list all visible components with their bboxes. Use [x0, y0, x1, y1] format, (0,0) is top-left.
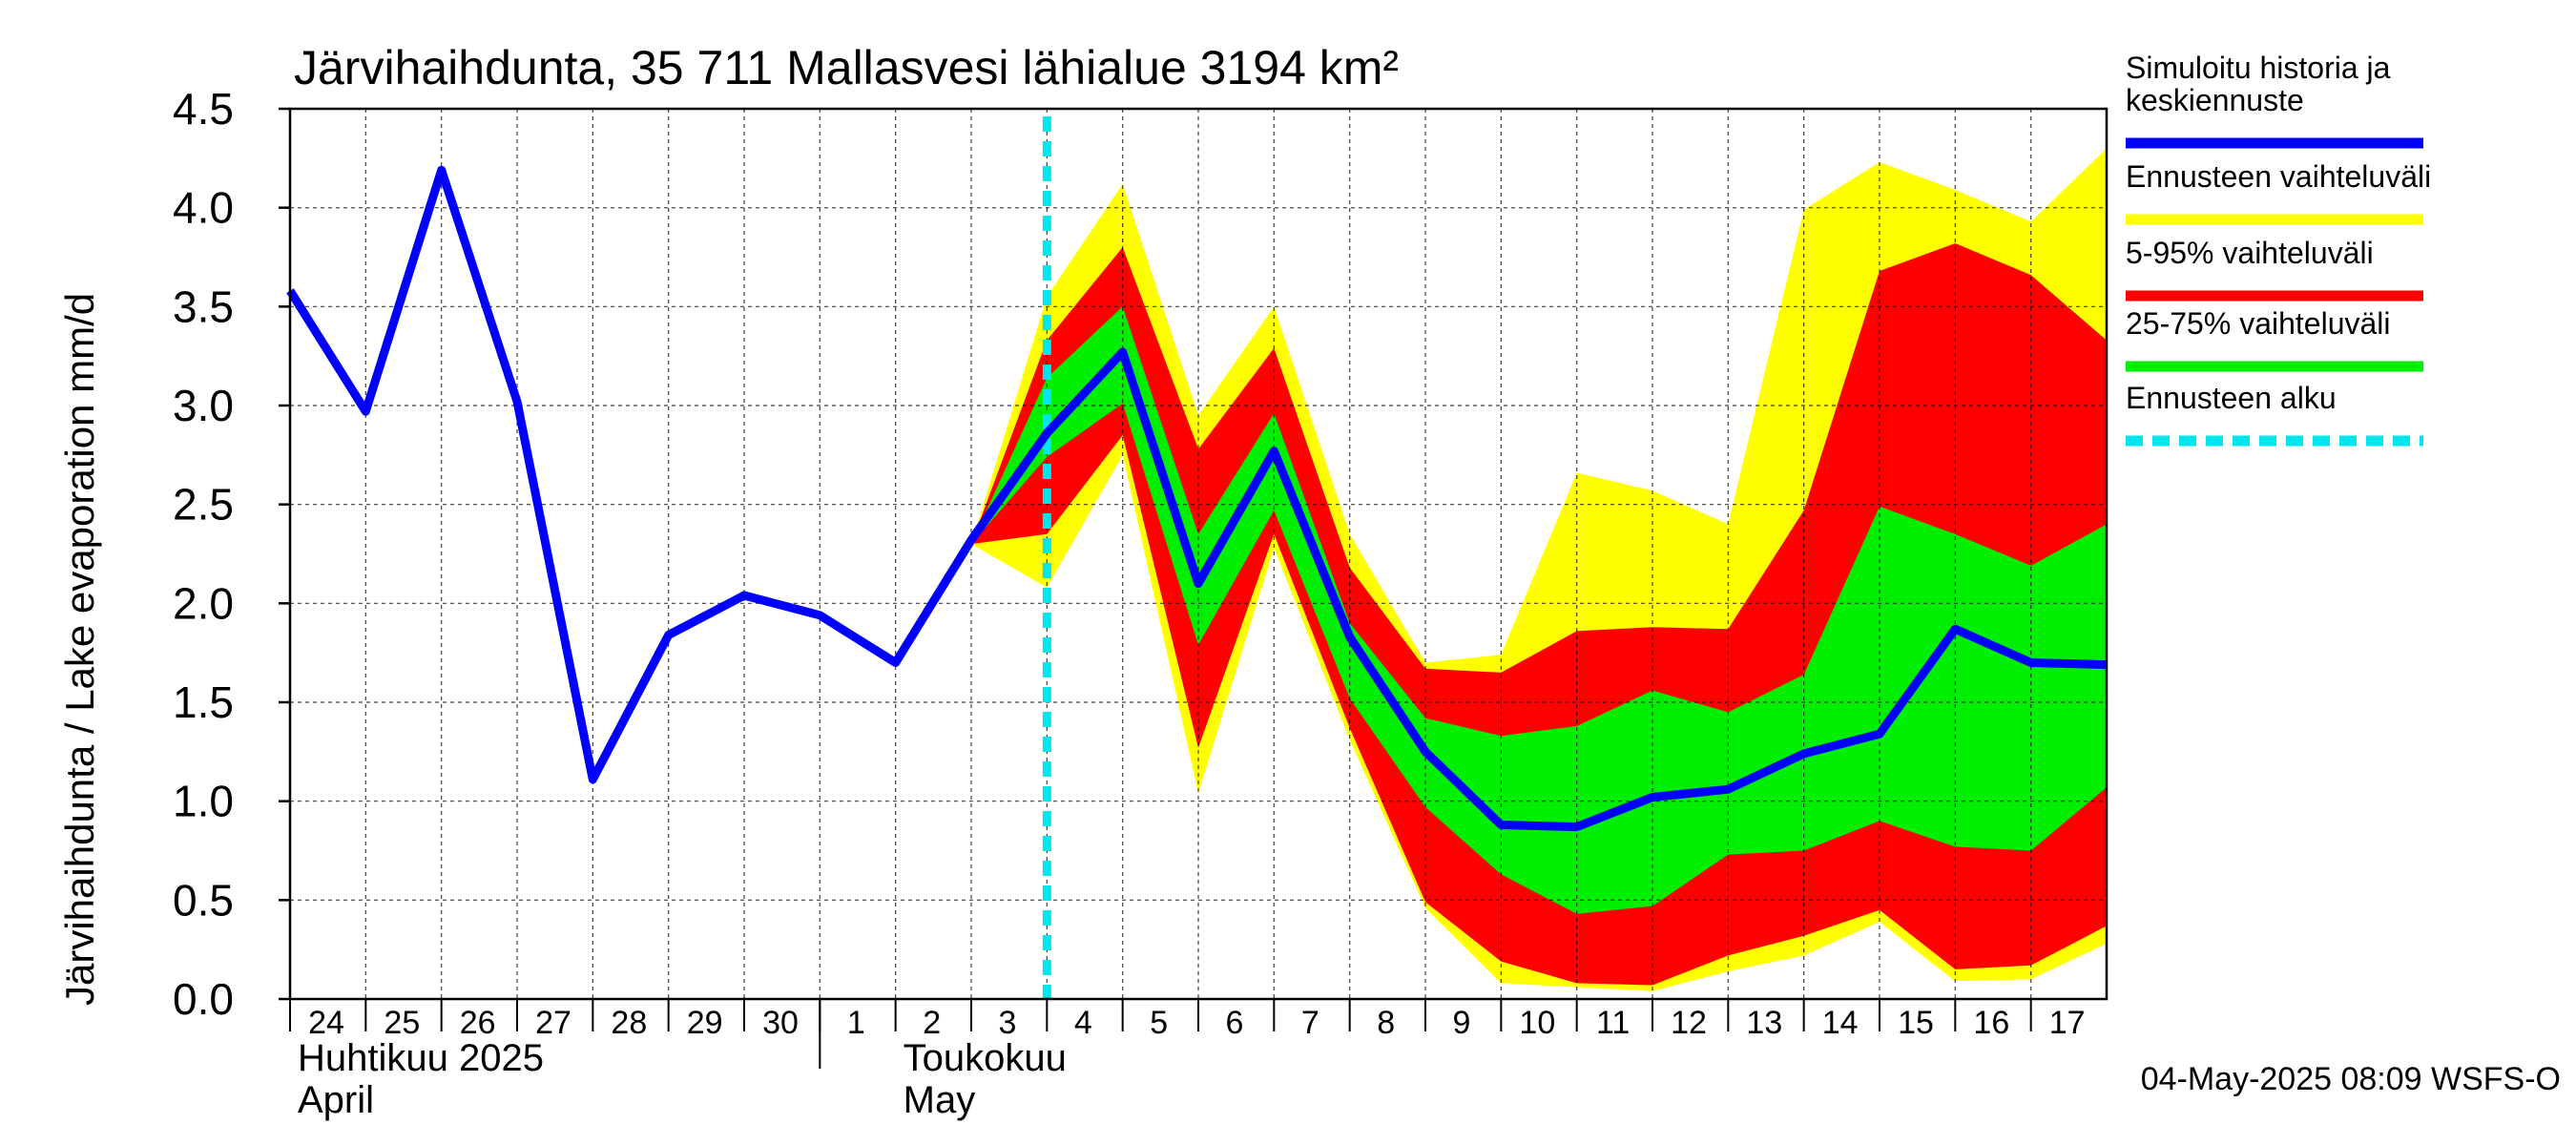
y-tick-label-0: 0.0: [173, 974, 234, 1024]
month-label-0: Huhtikuu 2025: [298, 1037, 544, 1079]
x-tick-label-6: 30: [762, 1005, 799, 1041]
x-tick-label-23: 17: [2049, 1005, 2086, 1041]
y-tick-label-5: 2.5: [173, 480, 234, 530]
x-tick-label-7: 1: [847, 1005, 865, 1041]
axes-layer: 0.00.51.01.52.02.53.03.54.04.524 25 26 27 28…: [173, 84, 2109, 1121]
y-tick-label-9: 4.5: [173, 84, 234, 134]
y-tick-label-7: 3.5: [173, 281, 234, 331]
chart-title: Järvihaihdunta, 35 711 Mallasvesi lähial…: [294, 41, 1399, 94]
y-tick-label-6: 3.0: [173, 381, 234, 430]
x-tick-label-3: 27: [535, 1005, 571, 1041]
legend-label-2: 5-95% vaihteluväli: [2126, 236, 2374, 270]
x-tick-label-18: 12: [1671, 1005, 1707, 1041]
x-tick-label-16: 10: [1519, 1005, 1555, 1041]
footer-timestamp: 04-May-2025 08:09 WSFS-O: [2141, 1061, 2561, 1097]
legend-label-0: Simuloitu historia ja: [2126, 51, 2391, 85]
x-tick-label-14: 8: [1377, 1005, 1395, 1041]
x-tick-label-8: 2: [923, 1005, 941, 1041]
legend-label-4: Ennusteen alku: [2126, 381, 2337, 415]
band-2: [971, 306, 2107, 914]
y-tick-label-3: 1.5: [173, 677, 234, 727]
x-tick-label-21: 15: [1898, 1005, 1934, 1041]
legend-label-0-1: keskiennuste: [2126, 83, 2304, 117]
x-tick-label-5: 29: [687, 1005, 723, 1041]
x-tick-label-13: 7: [1301, 1005, 1319, 1041]
x-tick-label-1: 25: [384, 1005, 420, 1041]
x-tick-label-20: 14: [1822, 1005, 1859, 1041]
y-tick-label-4: 2.0: [173, 578, 234, 628]
month-label-en-0: April: [298, 1079, 374, 1121]
x-tick-label-11: 5: [1150, 1005, 1168, 1041]
y-tick-label-8: 4.0: [173, 183, 234, 233]
x-tick-label-4: 28: [611, 1005, 647, 1041]
x-tick-label-22: 16: [1973, 1005, 2009, 1041]
series-layer: [286, 165, 2108, 832]
series-line-0: [286, 165, 2108, 832]
x-tick-label-12: 6: [1226, 1005, 1244, 1041]
y-tick-label-1: 0.5: [173, 875, 234, 925]
legend-label-3: 25-75% vaihteluväli: [2126, 306, 2391, 341]
x-tick-label-2: 26: [460, 1005, 496, 1041]
month-label-1: Toukokuu: [904, 1037, 1067, 1079]
x-tick-label-15: 9: [1453, 1005, 1471, 1041]
x-tick-label-0: 24: [308, 1005, 344, 1041]
y-tick-label-2: 1.0: [173, 777, 234, 826]
x-tick-label-19: 13: [1746, 1005, 1782, 1041]
month-label-en-1: May: [904, 1079, 976, 1121]
x-tick-label-10: 4: [1074, 1005, 1092, 1041]
y-axis-label: Järvihaihdunta / Lake evaporation mm/d: [57, 293, 102, 1006]
bands-layer: [971, 148, 2107, 991]
x-tick-label-9: 3: [999, 1005, 1017, 1041]
legend-label-1: Ennusteen vaihteluväli: [2126, 159, 2431, 194]
x-tick-label-17: 11: [1596, 1005, 1630, 1041]
